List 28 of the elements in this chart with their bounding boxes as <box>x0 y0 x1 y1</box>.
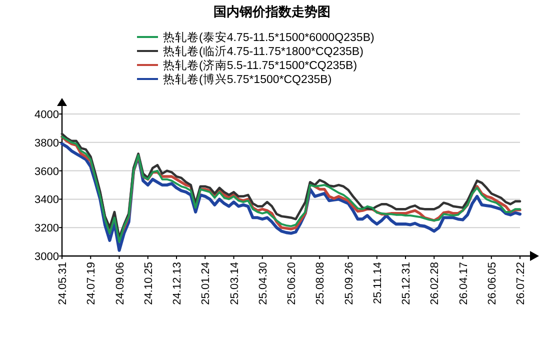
legend-label: 热轧卷(泰安4.75-11.5*1500*6000Q235B) <box>163 30 374 44</box>
x-tick-label: 25.03.14 <box>228 262 241 305</box>
y-tick-label: 3800 <box>34 137 59 150</box>
x-tick-label: 24.12.13 <box>172 262 184 305</box>
x-tick-label: 26.02.28 <box>429 262 442 305</box>
x-tick-label: 25.12.31 <box>400 262 412 305</box>
legend-label: 热轧卷(济南5.5-11.75*1500*CQ235B) <box>163 58 358 72</box>
y-tick-label: 3000 <box>34 251 59 263</box>
x-tick-label: 25.11.14 <box>372 262 384 304</box>
x-tick-label: 24.05.31 <box>57 262 69 305</box>
x-tick-label: 26.04.17 <box>458 262 470 305</box>
x-tick-label: 26.07.22 <box>515 262 527 305</box>
x-tick-label: 24.10.25 <box>142 262 155 305</box>
y-tick-label: 4000 <box>34 109 59 121</box>
y-tick-label: 3600 <box>34 166 59 178</box>
x-tick-label: 26.06.05 <box>486 262 498 305</box>
x-tick-label: 25.01.24 <box>200 262 212 305</box>
x-tick-label: 25.04.30 <box>257 262 270 305</box>
x-tick-label: 24.07.19 <box>86 262 98 305</box>
x-tick-label: 25.09.26 <box>343 262 356 305</box>
x-tick-label: 25.08.08 <box>314 262 327 305</box>
y-tick-label: 3200 <box>34 222 59 235</box>
legend-label: 热轧卷(博兴5.75*1500*CQ235B) <box>163 72 332 86</box>
y-tick-label: 3400 <box>34 194 59 206</box>
legend-label: 热轧卷(临沂4.75-11.75*1800*CQ235B) <box>163 45 364 58</box>
x-tick-label: 25.06.20 <box>286 262 298 305</box>
chart-title: 国内钢价指数走势图 <box>214 4 330 19</box>
x-tick-label: 24.09.06 <box>114 262 126 305</box>
